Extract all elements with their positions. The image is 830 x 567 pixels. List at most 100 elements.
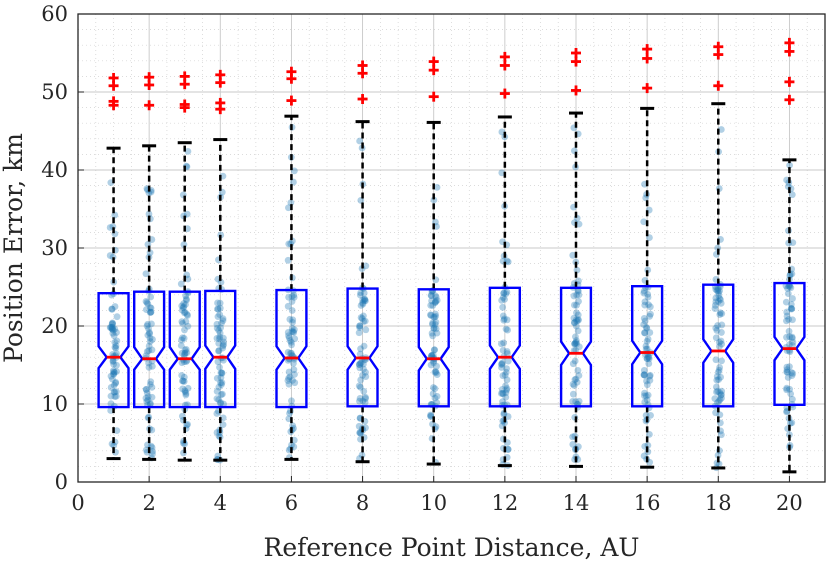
data-point (142, 394, 150, 402)
data-point (433, 329, 441, 337)
data-point (179, 334, 186, 342)
data-point (783, 384, 791, 392)
data-point (712, 285, 720, 293)
data-point (213, 387, 221, 395)
data-point (429, 319, 436, 327)
outlier-12 (499, 88, 510, 99)
data-point (181, 308, 189, 316)
x-tick-label: 6 (285, 491, 298, 515)
data-point (361, 295, 369, 303)
x-tick-label: 18 (705, 491, 732, 515)
data-point (284, 256, 292, 264)
data-point (786, 341, 793, 348)
data-point (433, 371, 441, 378)
data-point (285, 204, 292, 212)
data-point (642, 392, 650, 400)
data-point (788, 305, 795, 313)
data-point (573, 309, 580, 317)
data-point (713, 376, 721, 384)
data-point (572, 338, 580, 346)
data-point (108, 325, 116, 333)
data-point (218, 319, 225, 327)
data-point (502, 393, 510, 401)
data-point (360, 387, 368, 395)
data-point (147, 378, 155, 386)
data-point (428, 297, 435, 305)
data-point (573, 291, 581, 299)
outlier-10 (428, 91, 439, 102)
data-point (432, 310, 439, 318)
data-point (109, 320, 117, 328)
data-point (716, 287, 724, 295)
data-point (148, 393, 156, 401)
data-point (427, 411, 434, 419)
data-point (574, 315, 582, 323)
data-point (575, 220, 583, 228)
y-tick-label: 20 (41, 314, 68, 338)
y-tick-label: 60 (41, 2, 68, 26)
data-point (355, 329, 363, 337)
y-tick-label: 30 (41, 236, 68, 260)
data-point (646, 371, 654, 379)
data-point (216, 299, 224, 307)
data-point (109, 329, 117, 337)
data-point (181, 387, 189, 395)
data-point (644, 391, 652, 399)
data-point (645, 360, 653, 367)
data-point (718, 387, 726, 395)
outlier-14 (571, 56, 581, 67)
data-point (784, 374, 792, 381)
data-point (357, 359, 365, 367)
data-point (106, 324, 114, 331)
data-point (111, 338, 119, 346)
data-point (431, 394, 439, 402)
data-point (180, 300, 188, 307)
outlier-20 (784, 76, 795, 87)
data-point (498, 360, 506, 368)
data-point (288, 397, 295, 405)
data-point (286, 315, 294, 323)
data-point (643, 396, 651, 404)
data-point (711, 305, 719, 313)
data-point (641, 392, 648, 400)
data-point (357, 345, 364, 353)
data-point (356, 291, 364, 299)
data-point (178, 302, 186, 310)
data-point (182, 318, 190, 325)
data-point (146, 304, 154, 312)
outlier-2 (144, 100, 155, 111)
data-point (713, 388, 720, 396)
data-point (571, 340, 579, 347)
data-point (217, 379, 224, 387)
data-point (146, 309, 154, 316)
data-point (431, 299, 439, 307)
data-point (357, 302, 365, 309)
data-point (503, 348, 511, 355)
data-point (109, 326, 117, 334)
data-point (149, 336, 156, 343)
data-point (788, 305, 796, 313)
boxes (97, 37, 806, 474)
box-10 (417, 288, 450, 408)
data-point (181, 326, 188, 334)
data-point (714, 285, 722, 293)
data-point (145, 347, 153, 355)
data-point (711, 301, 719, 309)
data-point (574, 311, 582, 319)
data-point (111, 325, 119, 333)
data-point (788, 419, 796, 427)
outlier-14 (571, 85, 581, 96)
data-point (500, 411, 508, 418)
data-point (288, 341, 295, 349)
data-point (180, 352, 188, 359)
data-point (108, 324, 116, 331)
data-point (428, 292, 435, 300)
data-point (786, 333, 794, 341)
data-point (356, 359, 364, 367)
data-point (362, 368, 369, 376)
data-point (144, 393, 152, 400)
data-point (177, 280, 185, 288)
data-point (500, 339, 508, 347)
data-point (788, 333, 796, 341)
data-point (572, 398, 580, 405)
